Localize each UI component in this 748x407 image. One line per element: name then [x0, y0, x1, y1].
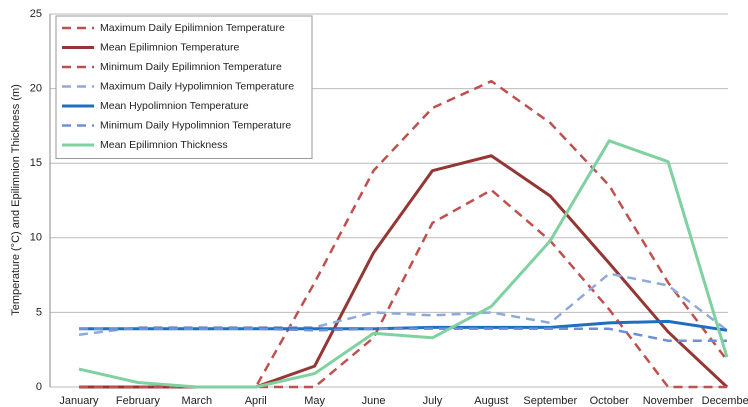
series-line	[78, 139, 729, 389]
series-line	[79, 327, 727, 342]
legend-label: Maximum Daily Hypolimnion Temperature	[100, 80, 294, 92]
legend-label: Minimum Daily Hypolimnion Temperature	[100, 119, 291, 131]
legend-label: Mean Hypolimnion Temperature	[100, 100, 249, 112]
y-axis-label: Temperature (°C) and Epilimnion Thicknes…	[10, 84, 22, 316]
x-tick-label: March	[182, 395, 213, 407]
x-tick-label: December	[702, 395, 748, 407]
y-tick-label: 20	[30, 83, 42, 95]
x-tick-label: February	[116, 395, 161, 407]
x-tick-label: January	[59, 395, 99, 407]
y-tick-label: 5	[36, 306, 42, 318]
x-tick-label: May	[304, 395, 325, 407]
x-tick-label: June	[362, 395, 386, 407]
y-tick-label: 15	[30, 157, 42, 169]
legend-label: Maximum Daily Epilimnion Temperature	[100, 22, 285, 34]
series-line	[79, 154, 729, 389]
legend-box	[55, 15, 313, 159]
legend-label: Mean Epilimnion Thickness	[100, 139, 228, 151]
y-tick-label: 10	[30, 232, 42, 244]
legend-label: Minimum Daily Epilimnion Temperature	[100, 61, 282, 73]
y-tick-label: 25	[30, 8, 42, 20]
series-line	[78, 272, 728, 337]
legend-label: Mean Epilimnion Temperature	[100, 41, 239, 53]
x-tick-label: July	[423, 395, 443, 407]
x-tick-label: August	[474, 395, 508, 407]
x-tick-label: April	[245, 395, 267, 407]
x-tick-label: October	[590, 395, 629, 407]
x-tick-label: November	[643, 395, 694, 407]
y-tick-label: 0	[36, 381, 42, 393]
x-tick-label: September	[523, 395, 577, 407]
legend: Maximum Daily Epilimnion Temperature Mean…	[55, 15, 313, 159]
